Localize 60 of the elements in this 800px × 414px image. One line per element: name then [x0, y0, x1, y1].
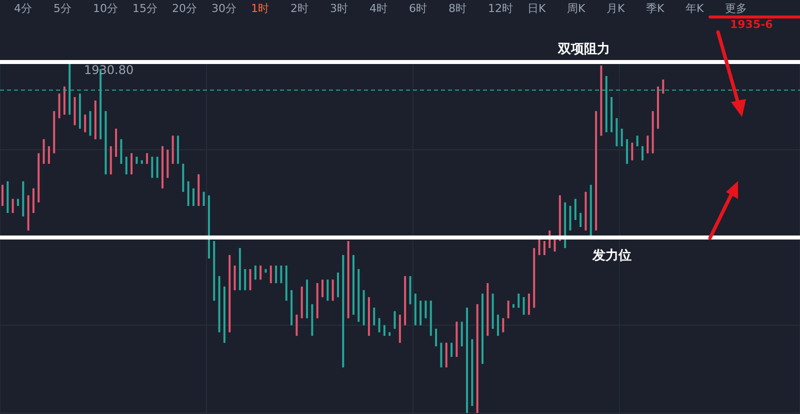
text: 4分	[14, 1, 32, 16]
text: 2时	[290, 1, 308, 16]
text: 6时	[409, 1, 427, 16]
candlestick	[502, 318, 504, 333]
text: 30分	[212, 1, 236, 16]
candlestick	[192, 188, 194, 206]
candlestick	[528, 293, 530, 316]
candlestick	[450, 342, 453, 358]
candlestick	[296, 314, 298, 336]
text: 3时	[330, 1, 348, 16]
candlestick	[373, 307, 376, 326]
candlestick	[574, 198, 576, 220]
candlestick	[151, 156, 154, 178]
candlestick	[620, 128, 623, 147]
candlestick	[507, 300, 510, 319]
text: 5分	[54, 1, 72, 16]
candlestick	[254, 265, 256, 280]
text: 1935-6	[730, 18, 773, 31]
candlestick	[260, 265, 262, 280]
candlestick	[580, 212, 582, 228]
candlestick	[522, 296, 525, 316]
text: 8时	[448, 1, 466, 16]
text: 15分	[132, 1, 158, 16]
text: 4时	[370, 1, 388, 16]
text: 更多	[725, 1, 747, 16]
ref-line-label: 发力位	[592, 248, 632, 264]
candlestick	[275, 265, 278, 284]
candlestick	[646, 135, 649, 154]
candlestick	[435, 328, 438, 347]
candlestick	[332, 279, 334, 302]
candlestick	[270, 265, 272, 284]
text: 日K	[528, 1, 546, 16]
candlestick	[249, 268, 252, 291]
candlestick	[518, 293, 520, 308]
candlestick	[130, 152, 133, 175]
text: 12时	[488, 1, 513, 16]
text: 10分	[93, 1, 118, 16]
text: 年K	[686, 1, 704, 16]
candlestick	[378, 318, 380, 333]
text: 20分	[172, 1, 197, 16]
text: 月K	[606, 1, 625, 16]
candlestick	[84, 114, 86, 133]
candlestick	[125, 156, 128, 175]
candlestick	[631, 142, 634, 161]
text: 周K	[567, 1, 586, 16]
candlestick	[244, 268, 246, 291]
candlestick	[280, 265, 282, 284]
candlestick	[662, 79, 664, 94]
candlestick	[394, 310, 396, 330]
candlestick	[12, 198, 14, 214]
ref-line-label: 双项阻力	[557, 42, 610, 57]
candlestick	[543, 240, 546, 256]
candlestick	[326, 279, 329, 302]
text: 季K	[646, 1, 664, 16]
text: 1时	[251, 1, 269, 16]
candlestick	[202, 191, 205, 206]
candlestick	[156, 156, 158, 178]
candlestick	[424, 300, 427, 319]
candlestick	[48, 146, 50, 164]
annotation: 1930.80	[84, 63, 134, 77]
